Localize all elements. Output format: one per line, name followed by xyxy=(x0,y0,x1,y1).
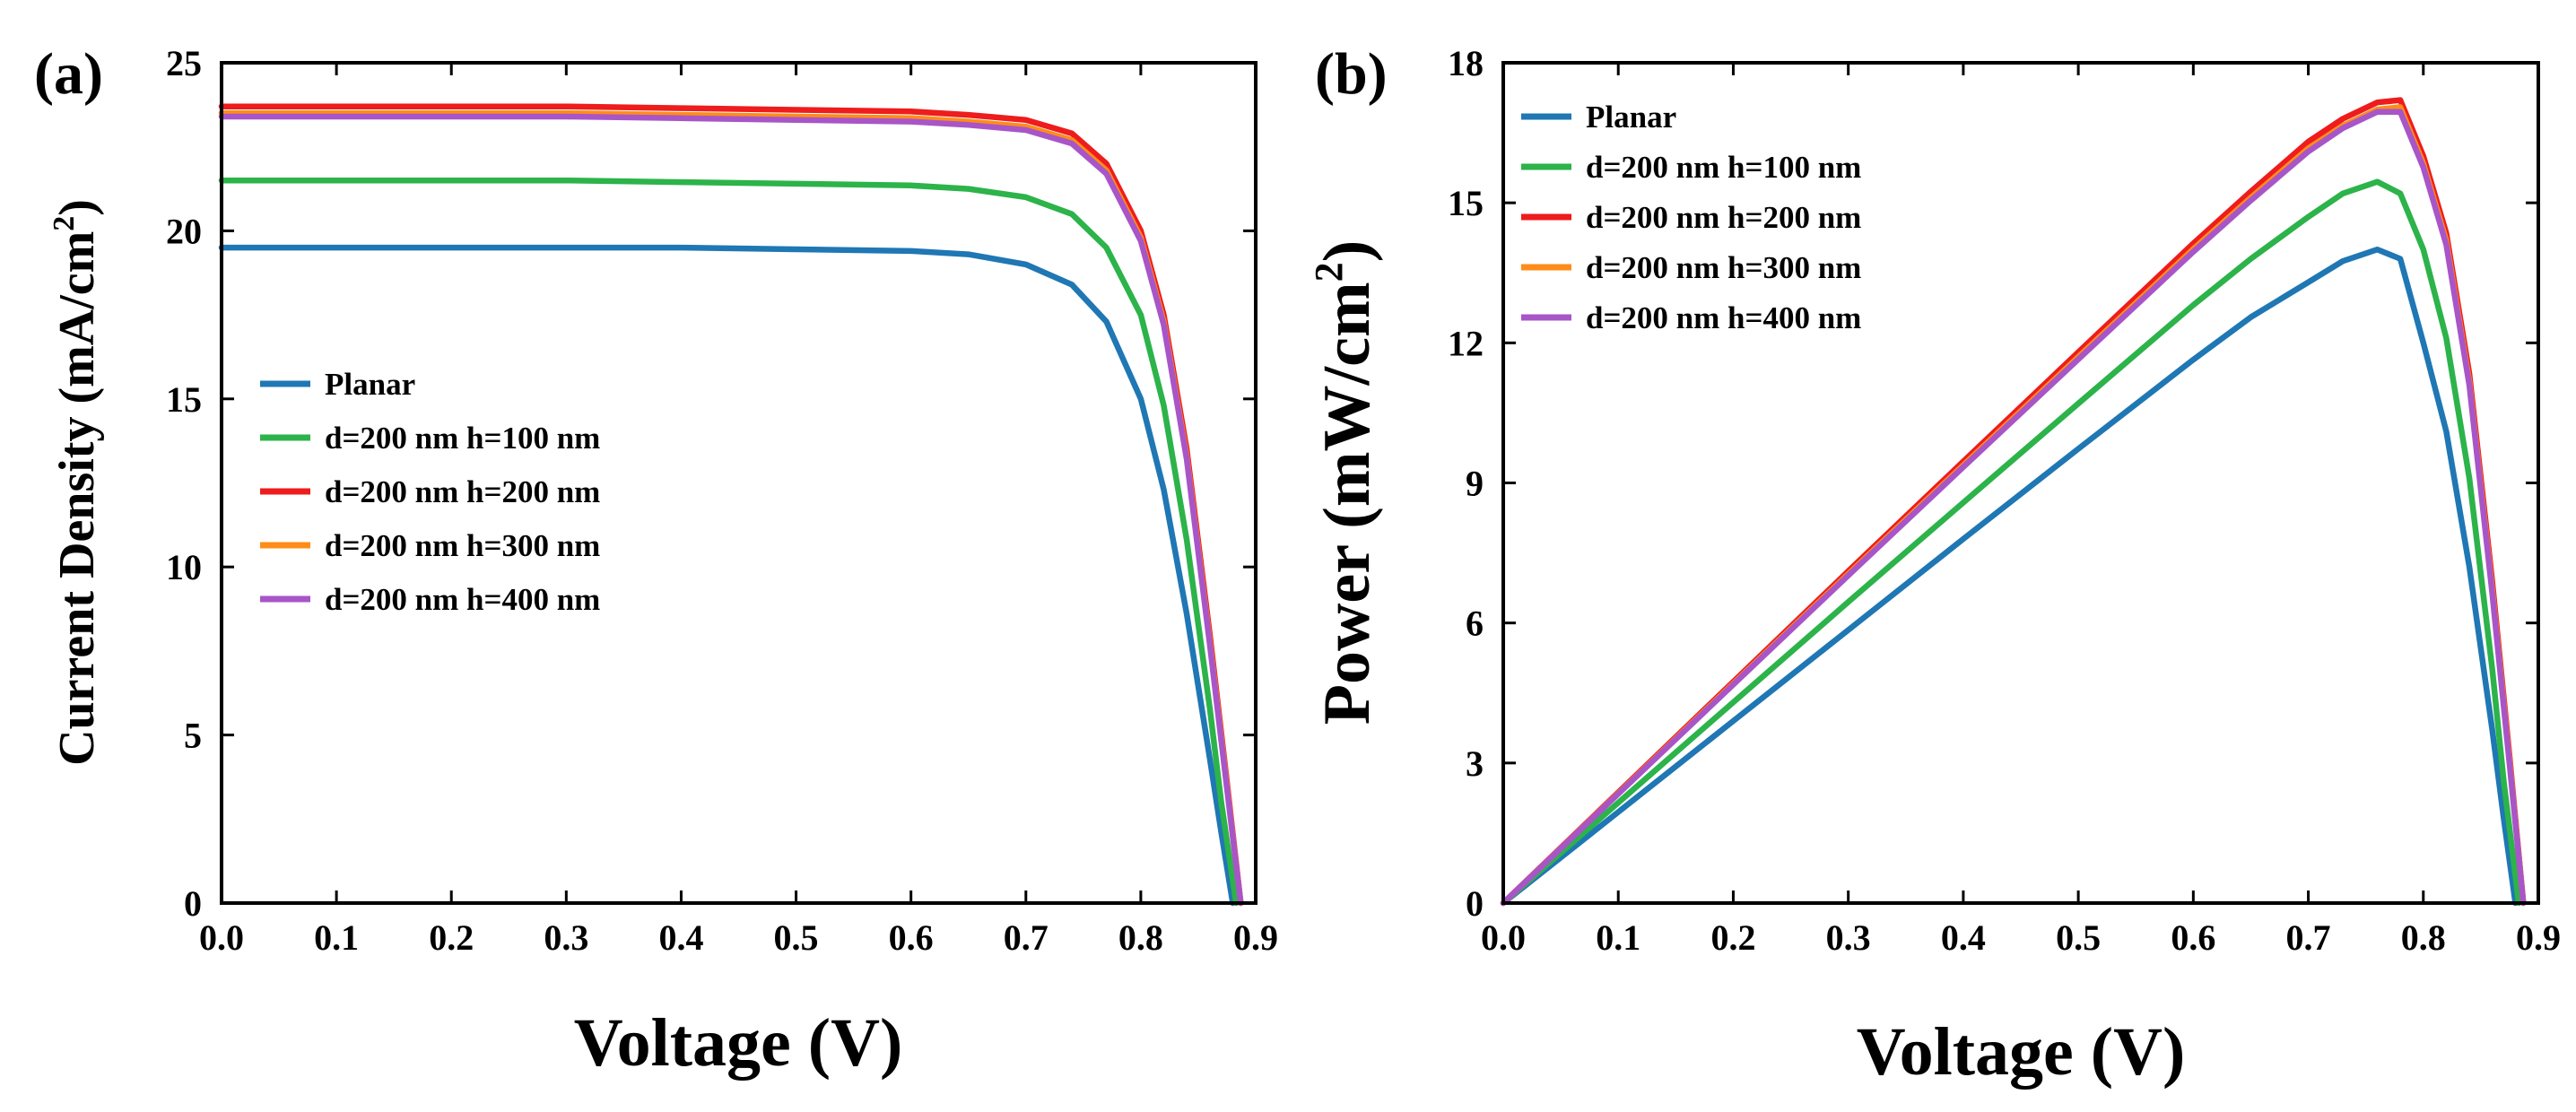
y-tick-label-a-3: 15 xyxy=(166,379,202,420)
x-tick-label-b-3: 0.3 xyxy=(1826,917,1871,958)
x-tick-label-b-9: 0.9 xyxy=(2516,917,2561,958)
legend-label-b-3: d=200 nm h=300 nm xyxy=(1586,250,1861,285)
ticks-b xyxy=(1501,61,2540,905)
legend-label-b-2: d=200 nm h=200 nm xyxy=(1586,200,1861,235)
series-line-b-1 xyxy=(1500,178,2522,907)
y-tick-label-a-5: 25 xyxy=(166,43,202,83)
y-tick-label-b-2: 6 xyxy=(1466,604,1484,644)
x-tick-label-b-1: 0.1 xyxy=(1596,917,1640,958)
chart-panel-a: (a) 0.0 0.1 0.2 0.3 0.4 0.5 0.6 0.7 0.8 0.9 0 5 10 1… xyxy=(34,41,1278,1081)
legend-b: Planar d=200 nm h=100 nm d=200 nm h=200 nm… xyxy=(1521,100,1861,335)
y-axis-label-a-main: Current Density (mA/cm xyxy=(49,231,105,766)
x-tick-label-a-2: 0.2 xyxy=(429,917,474,958)
x-tick-label-b-2: 0.2 xyxy=(1710,917,1755,958)
y-tick-label-b-3: 9 xyxy=(1466,464,1484,504)
x-tick-label-a-5: 0.5 xyxy=(774,917,819,958)
xtick-labels-a: 0.0 0.1 0.2 0.3 0.4 0.5 0.6 0.7 0.8 0.9 xyxy=(199,917,1278,958)
y-axis-label-a-end: ) xyxy=(49,199,105,216)
x-tick-label-b-7: 0.7 xyxy=(2286,917,2331,958)
y-tick-label-b-4: 12 xyxy=(1448,323,1484,363)
series-line-a-0 xyxy=(218,244,1236,907)
ytick-labels-a: 0 5 10 15 20 25 xyxy=(166,43,202,924)
series-group-a xyxy=(218,103,1244,907)
series-line-b-4 xyxy=(1500,109,2527,907)
x-tick-label-b-8: 0.8 xyxy=(2401,917,2446,958)
legend-label-a-2: d=200 nm h=200 nm xyxy=(325,474,600,509)
y-tick-label-a-2: 10 xyxy=(166,547,202,587)
legend-label-a-4: d=200 nm h=400 nm xyxy=(325,582,600,617)
legend-label-a-3: d=200 nm h=300 nm xyxy=(325,528,600,563)
x-tick-label-b-5: 0.5 xyxy=(2056,917,2101,958)
ytick-labels-b: 0 3 6 9 12 15 18 xyxy=(1448,43,1484,924)
series-line-a-4 xyxy=(218,113,1244,907)
legend-a: Planar d=200 nm h=100 nm d=200 nm h=200 nm… xyxy=(260,367,600,617)
y-tick-label-a-0: 0 xyxy=(184,883,202,924)
x-tick-label-a-4: 0.4 xyxy=(658,917,703,958)
x-axis-label-b: Voltage (V) xyxy=(1857,1014,2186,1090)
x-tick-label-a-9: 0.9 xyxy=(1233,917,1278,958)
x-tick-label-a-3: 0.3 xyxy=(544,917,588,958)
series-line-b-0 xyxy=(1500,246,2519,907)
y-axis-label-b: Power (mW/cm2) xyxy=(1307,240,1384,725)
x-tick-label-a-1: 0.1 xyxy=(314,917,359,958)
series-group-b xyxy=(1500,97,2527,907)
y-tick-label-a-4: 20 xyxy=(166,211,202,251)
y-tick-label-b-0: 0 xyxy=(1466,883,1484,924)
x-tick-label-a-7: 0.7 xyxy=(1004,917,1049,958)
y-axis-label-b-sup: 2 xyxy=(1307,262,1351,282)
xtick-labels-b: 0.0 0.1 0.2 0.3 0.4 0.5 0.6 0.7 0.8 0.9 xyxy=(1481,917,2561,958)
y-axis-label-b-main: Power (mW/cm xyxy=(1310,282,1384,725)
panel-label-b: (b) xyxy=(1315,41,1388,107)
y-axis-label-a: Current Density (mA/cm2) xyxy=(48,199,105,766)
x-tick-label-b-4: 0.4 xyxy=(1941,917,1986,958)
legend-label-a-1: d=200 nm h=100 nm xyxy=(325,421,600,456)
y-axis-label-b-end: ) xyxy=(1310,240,1384,263)
panel-label-a: (a) xyxy=(34,41,103,107)
y-axis-label-a-sup: 2 xyxy=(48,216,81,231)
y-tick-label-b-6: 18 xyxy=(1448,43,1484,83)
x-tick-label-a-8: 0.8 xyxy=(1118,917,1163,958)
legend-label-b-4: d=200 nm h=400 nm xyxy=(1586,300,1861,335)
x-axis-label-a: Voltage (V) xyxy=(574,1005,903,1081)
x-tick-label-a-0: 0.0 xyxy=(199,917,244,958)
chart-panel-b: (b) 0.0 0.1 0.2 0.3 0.4 0.5 0.6 0.7 0.8 0.9 0 3 6 9 1… xyxy=(1307,41,2561,1090)
y-tick-label-b-1: 3 xyxy=(1466,743,1484,784)
y-tick-label-a-1: 5 xyxy=(184,716,202,756)
x-tick-label-b-6: 0.6 xyxy=(2171,917,2215,958)
ticks-a xyxy=(220,61,1258,905)
plot-frame-a xyxy=(220,61,1258,905)
x-tick-label-b-0: 0.0 xyxy=(1481,917,1526,958)
x-tick-label-a-6: 0.6 xyxy=(889,917,934,958)
series-line-a-1 xyxy=(218,177,1240,907)
legend-label-b-1: d=200 nm h=100 nm xyxy=(1586,150,1861,185)
y-tick-label-b-5: 15 xyxy=(1448,183,1484,223)
legend-label-a-0: Planar xyxy=(325,367,415,402)
legend-label-b-0: Planar xyxy=(1586,100,1676,135)
